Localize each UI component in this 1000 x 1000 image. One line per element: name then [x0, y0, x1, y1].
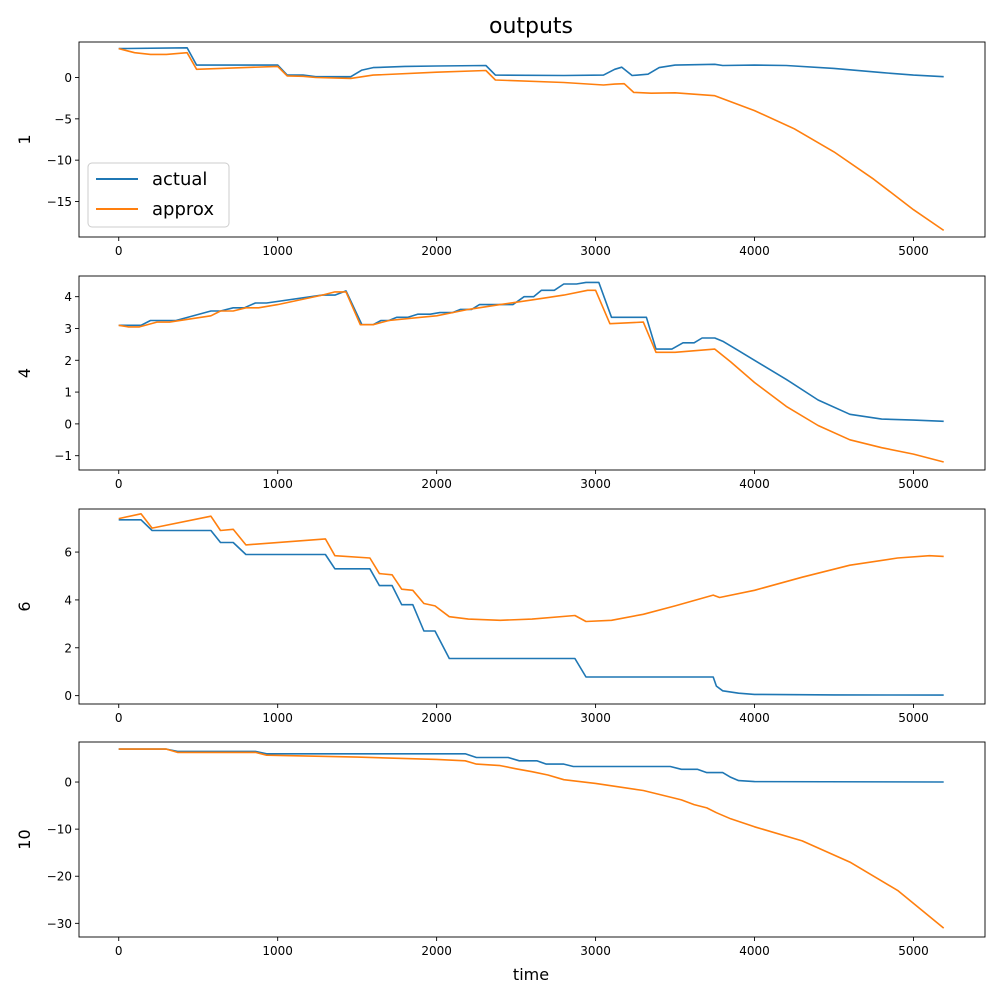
y-tick-label: −10 — [47, 823, 72, 837]
x-tick-label: 4000 — [739, 477, 770, 491]
x-tick-label: 2000 — [421, 477, 452, 491]
x-tick-label: 0 — [115, 244, 123, 258]
y-tick-label: 4 — [64, 593, 72, 607]
plot-frame — [78, 41, 986, 238]
x-tick-label: 5000 — [898, 944, 929, 958]
y-tick-label: −30 — [47, 917, 72, 931]
x-tick-label: 1000 — [262, 244, 293, 258]
y-tick-label: 2 — [64, 641, 72, 655]
y-axis-label: 6 — [15, 601, 34, 611]
panel-4: 0 1000 2000 3000 4000 5000 0 −10 −20 −30 10 — [15, 741, 986, 958]
y-tick-label: −15 — [47, 195, 72, 209]
plot-frame — [78, 275, 986, 471]
plot-frame — [78, 508, 986, 705]
x-tick-label: 2000 — [421, 944, 452, 958]
series-approx-line — [118, 512, 944, 623]
plot-frame — [78, 741, 986, 938]
series-approx-line — [118, 47, 945, 232]
y-tick-label: −10 — [47, 154, 72, 168]
x-tick-label: 4000 — [739, 944, 770, 958]
y-tick-label: 3 — [64, 322, 72, 336]
x-tick-label: 4000 — [739, 244, 770, 258]
y-tick-label: −5 — [54, 112, 72, 126]
panel-2: 0 1000 2000 3000 4000 5000 −1 0 1 2 3 4 4 — [15, 275, 986, 491]
x-tick-label: 5000 — [898, 244, 929, 258]
series-approx-line — [118, 289, 944, 463]
x-tick-label: 1000 — [262, 944, 293, 958]
series-actual-line — [118, 281, 944, 423]
x-tick-label: 0 — [115, 711, 123, 725]
x-tick-label: 3000 — [580, 477, 611, 491]
x-axis-label: time — [513, 965, 549, 984]
x-tick-label: 2000 — [421, 244, 452, 258]
y-tick-label: 4 — [64, 290, 72, 304]
y-axis-label: 10 — [15, 829, 34, 849]
x-tick-label: 1000 — [262, 711, 293, 725]
y-tick-label: 0 — [64, 776, 72, 790]
x-tick-label: 0 — [115, 944, 123, 958]
legend: actual approx — [87, 162, 230, 228]
series-actual-line — [118, 748, 944, 783]
y-axis-label: 1 — [15, 134, 34, 144]
x-tick-label: 5000 — [898, 477, 929, 491]
y-tick-label: −20 — [47, 870, 72, 884]
x-tick-label: 3000 — [580, 711, 611, 725]
y-tick-label: 0 — [64, 417, 72, 431]
panel-1: 0 1000 2000 3000 4000 5000 0 −5 −10 −15 1 — [15, 41, 986, 258]
series-approx-line — [118, 748, 945, 929]
y-tick-label: 1 — [64, 386, 72, 400]
x-tick-label: 2000 — [421, 711, 452, 725]
x-tick-label: 3000 — [580, 244, 611, 258]
y-tick-label: 2 — [64, 354, 72, 368]
y-tick-label: 0 — [64, 71, 72, 85]
x-tick-label: 5000 — [898, 711, 929, 725]
x-tick-label: 0 — [115, 477, 123, 491]
series-actual-line — [118, 518, 944, 696]
y-tick-label: 6 — [64, 546, 72, 560]
x-tick-label: 3000 — [580, 944, 611, 958]
y-axis-label: 4 — [15, 368, 34, 378]
legend-label-approx: approx — [152, 199, 214, 220]
legend-label-actual: actual — [152, 169, 207, 190]
figure-title: outputs — [489, 14, 573, 39]
panel-3: 0 1000 2000 3000 4000 5000 0 2 4 6 6 — [15, 508, 986, 725]
x-tick-label: 4000 — [739, 711, 770, 725]
x-tick-label: 1000 — [262, 477, 293, 491]
series-actual-line — [118, 46, 944, 78]
y-tick-label: −1 — [54, 449, 72, 463]
y-tick-label: 0 — [64, 689, 72, 703]
